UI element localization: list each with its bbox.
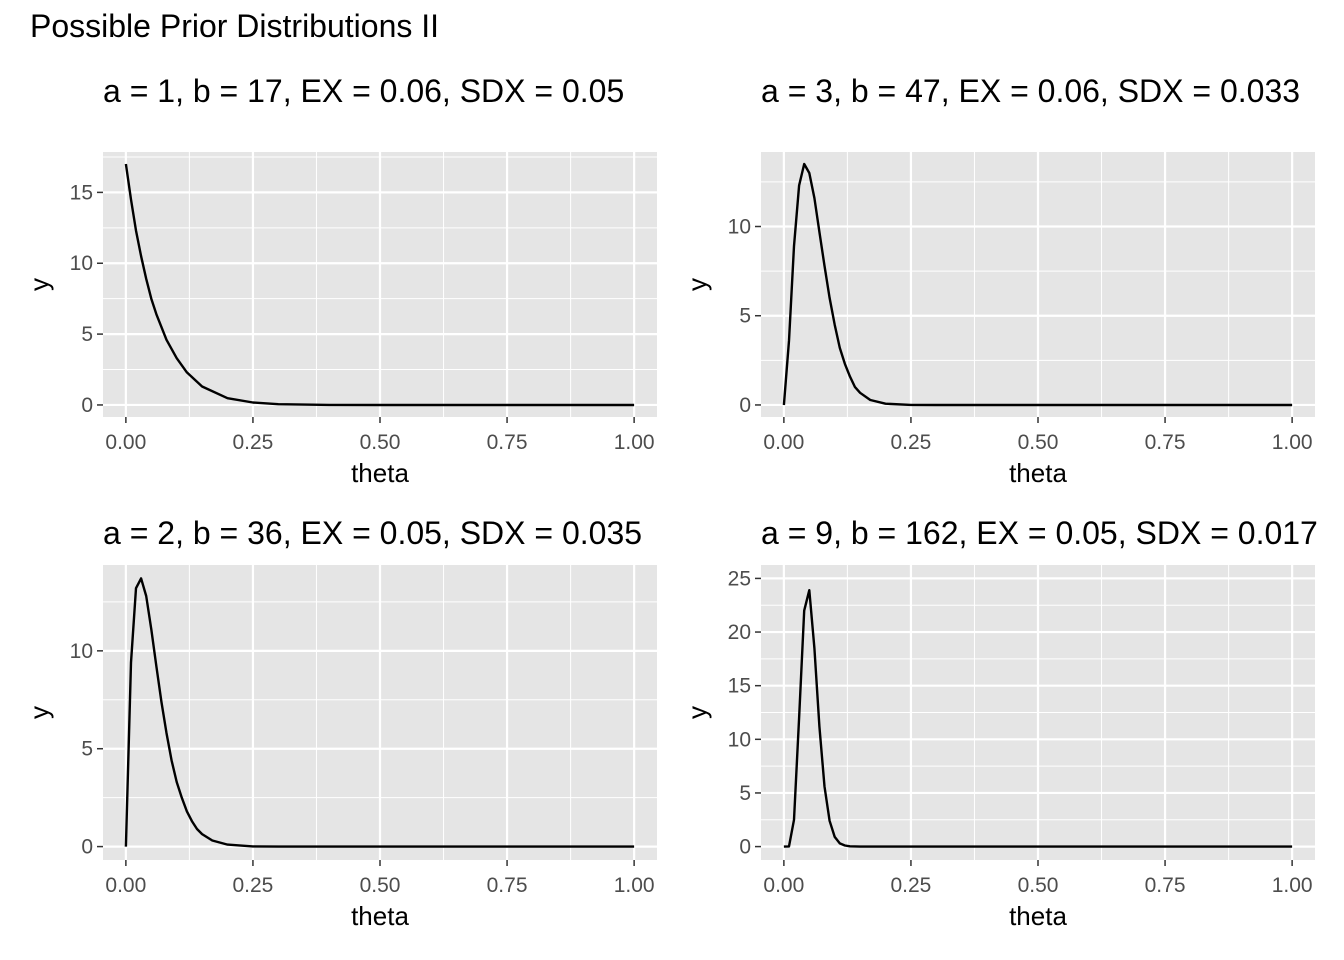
y-tick-label: 0 xyxy=(739,836,751,859)
chart-panel-3: a = 2, b = 36, EX = 0.05, SDX = 0.035 0.0… xyxy=(24,515,657,931)
panel-title: a = 2, b = 36, EX = 0.05, SDX = 0.035 xyxy=(103,515,642,551)
x-tick-label: 1.00 xyxy=(1272,874,1313,897)
x-tick-label: 0.25 xyxy=(232,874,273,897)
x-tick-label: 0.50 xyxy=(1018,874,1059,897)
x-axis-label: theta xyxy=(1009,901,1067,931)
y-tick-label: 25 xyxy=(728,567,751,590)
y-tick-label: 10 xyxy=(728,216,751,239)
x-axis-label: theta xyxy=(1009,458,1067,488)
panel-title: a = 9, b = 162, EX = 0.05, SDX = 0.017 xyxy=(761,515,1318,551)
y-tick-label: 10 xyxy=(70,252,93,275)
x-tick-label: 0.75 xyxy=(487,431,528,454)
y-axis-label: y xyxy=(24,706,54,719)
y-axis-label: y xyxy=(24,278,54,291)
y-tick-label: 5 xyxy=(81,738,93,761)
y-axis-label: y xyxy=(682,278,712,291)
x-tick-label: 0.50 xyxy=(1018,431,1059,454)
y-tick-label: 15 xyxy=(70,181,93,204)
density-line xyxy=(124,577,635,848)
x-tick-label: 0.75 xyxy=(1145,874,1186,897)
x-tick-label: 0.00 xyxy=(763,874,804,897)
y-tick-label: 0 xyxy=(81,394,93,417)
y-tick-label: 5 xyxy=(81,323,93,346)
x-tick-label: 0.25 xyxy=(890,874,931,897)
x-tick-label: 1.00 xyxy=(614,874,655,897)
density-line xyxy=(782,162,1293,407)
density-line xyxy=(124,163,635,407)
y-tick-label: 10 xyxy=(70,640,93,663)
x-tick-label: 0.00 xyxy=(763,431,804,454)
x-tick-label: 0.25 xyxy=(232,431,273,454)
x-tick-label: 1.00 xyxy=(614,431,655,454)
y-tick-label: 0 xyxy=(739,394,751,417)
panel-title: a = 3, b = 47, EX = 0.06, SDX = 0.033 xyxy=(761,73,1300,109)
y-tick-label: 5 xyxy=(739,782,751,805)
chart-panel-2: a = 3, b = 47, EX = 0.06, SDX = 0.033 0.0… xyxy=(682,73,1315,488)
x-tick-label: 0.50 xyxy=(360,874,401,897)
chart-panel-1: a = 1, b = 17, EX = 0.06, SDX = 0.05 0.00… xyxy=(24,73,657,488)
x-axis-label: theta xyxy=(351,458,409,488)
x-tick-label: 0.75 xyxy=(487,874,528,897)
x-tick-label: 0.75 xyxy=(1145,431,1186,454)
chart-panel-4: a = 9, b = 162, EX = 0.05, SDX = 0.017 0.… xyxy=(682,515,1318,931)
density-line xyxy=(783,589,1293,848)
x-tick-label: 0.25 xyxy=(890,431,931,454)
x-tick-label: 0.50 xyxy=(360,431,401,454)
x-tick-label: 1.00 xyxy=(1272,431,1313,454)
y-tick-label: 0 xyxy=(81,836,93,859)
y-tick-label: 15 xyxy=(728,675,751,698)
panel-title: a = 1, b = 17, EX = 0.06, SDX = 0.05 xyxy=(103,73,624,109)
y-tick-label: 10 xyxy=(728,728,751,751)
page-title: Possible Prior Distributions II xyxy=(30,8,440,44)
x-axis-label: theta xyxy=(351,901,409,931)
y-tick-label: 20 xyxy=(728,621,751,644)
y-tick-label: 5 xyxy=(739,305,751,328)
x-tick-label: 0.00 xyxy=(105,874,146,897)
x-tick-label: 0.00 xyxy=(105,431,146,454)
y-axis-label: y xyxy=(682,706,712,719)
